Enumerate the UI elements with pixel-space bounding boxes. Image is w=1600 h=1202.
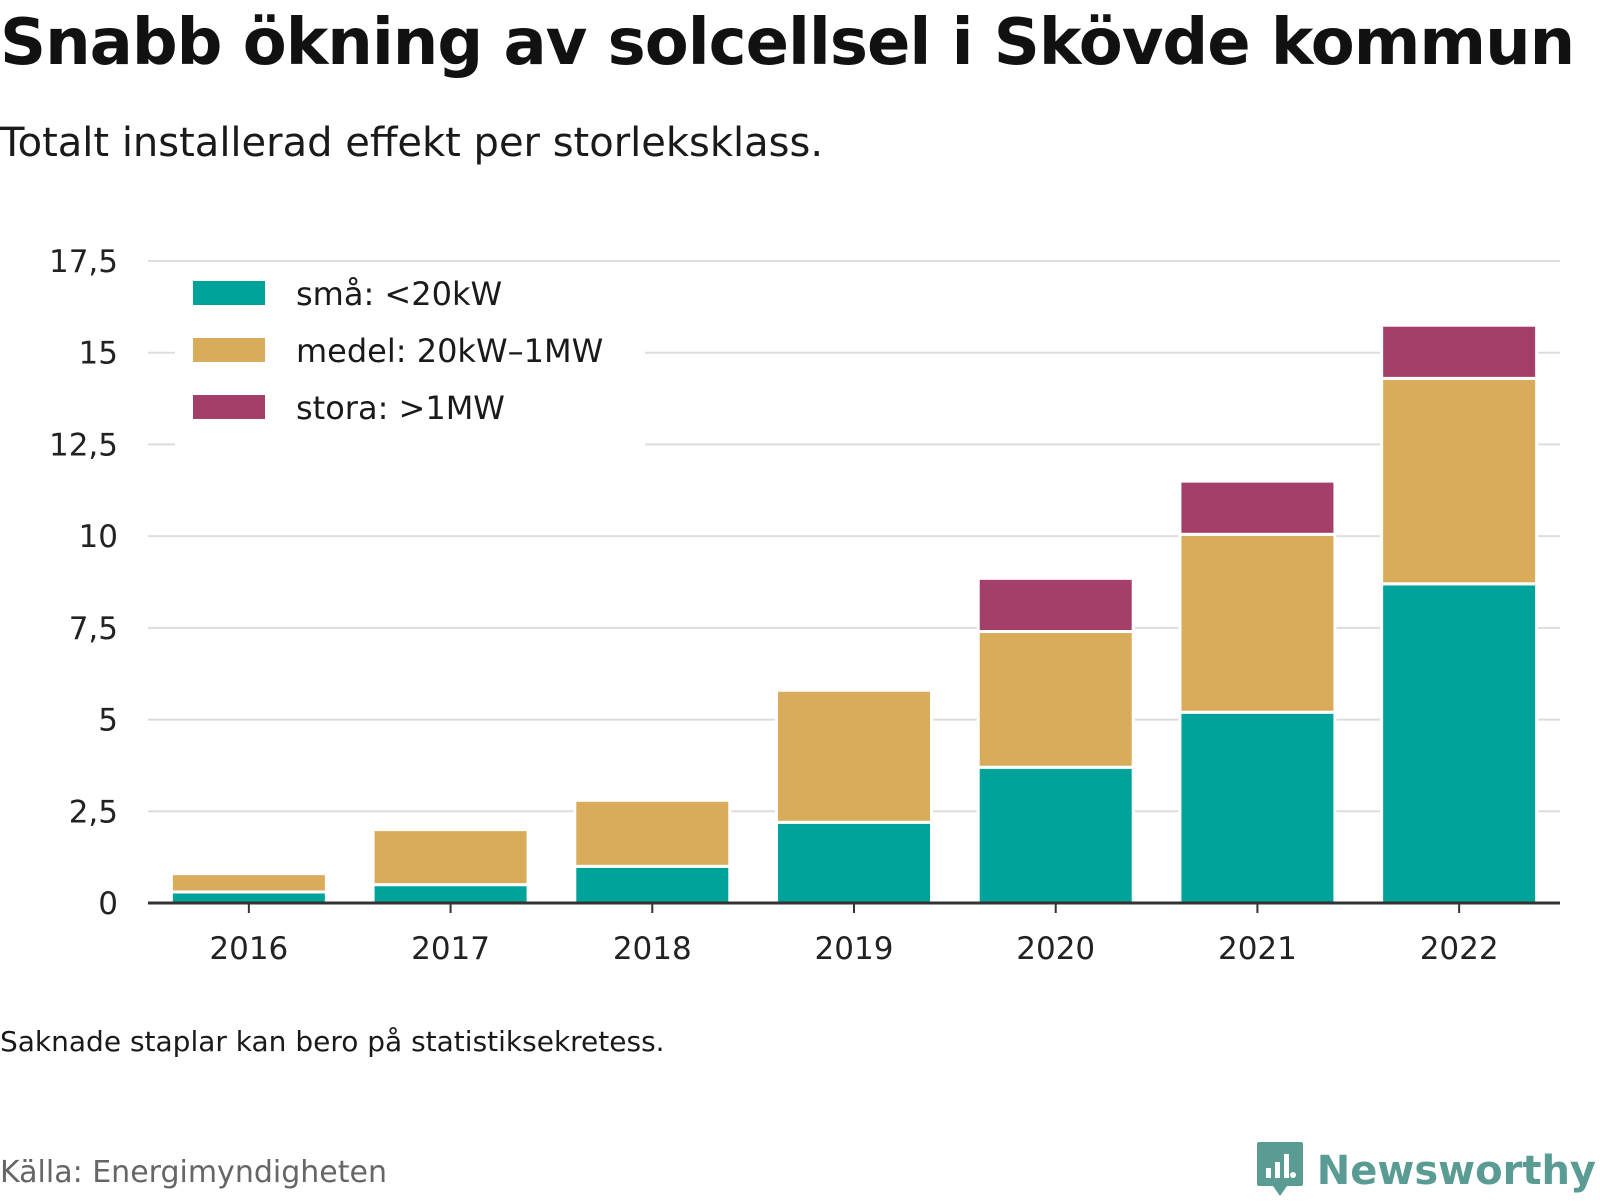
x-tick-label: 2019 xyxy=(815,931,894,967)
bar-segment xyxy=(169,872,328,894)
bar-segment xyxy=(775,688,933,824)
bar-segment xyxy=(1178,532,1337,714)
bars xyxy=(169,323,1539,905)
legend: små: <20kW medel: 20kW–1MW stora: >1MW xyxy=(175,268,645,448)
x-tick-label: 2020 xyxy=(1016,931,1095,967)
bar-segment xyxy=(1178,479,1337,536)
stacked-bar-chart: 0 2,5 5 7,5 10 12,5 15 17,5 2016 2017 2018 2019 202… xyxy=(49,244,1560,967)
legend-swatch xyxy=(193,338,265,362)
x-tick-label: 2018 xyxy=(613,931,692,967)
y-tick-label: 2,5 xyxy=(69,794,118,830)
y-tick-label: 15 xyxy=(79,336,118,372)
y-tick-label: 0 xyxy=(98,886,118,922)
x-axis-tick-labels: 2016 2017 2018 2019 2020 2021 2022 xyxy=(209,931,1498,967)
chart-title: Snabb ökning av solcellsel i Skövde komm… xyxy=(0,6,1575,80)
newsworthy-logo-icon xyxy=(1255,1140,1305,1202)
y-tick-label: 17,5 xyxy=(49,244,118,280)
y-tick-label: 12,5 xyxy=(49,427,118,463)
chart-subtitle: Totalt installerad effekt per storlekskl… xyxy=(0,120,824,166)
x-tick-label: 2022 xyxy=(1420,931,1499,967)
x-tick-label: 2021 xyxy=(1218,931,1297,967)
bar-segment xyxy=(169,890,328,905)
brand-logo: Newsworthy xyxy=(1255,1140,1596,1202)
y-axis-tick-labels: 0 2,5 5 7,5 10 12,5 15 17,5 xyxy=(49,244,118,922)
y-tick-label: 7,5 xyxy=(69,611,118,647)
bar-segment xyxy=(371,883,530,905)
x-tick-label: 2016 xyxy=(209,931,288,967)
legend-swatch xyxy=(193,281,265,305)
bar-segment xyxy=(976,576,1135,634)
bar-segment xyxy=(976,630,1135,769)
bar-segment xyxy=(371,828,530,887)
y-tick-label: 5 xyxy=(98,703,118,739)
brand-name: Newsworthy xyxy=(1316,1148,1596,1194)
legend-label: medel: 20kW–1MW xyxy=(296,332,603,370)
bar-segment xyxy=(1380,376,1539,586)
legend-swatch xyxy=(193,395,265,419)
y-tick-label: 10 xyxy=(79,519,118,555)
legend-label: små: <20kW xyxy=(296,275,502,313)
bar-segment xyxy=(1380,323,1539,380)
footnote: Saknade staplar kan bero på statistiksek… xyxy=(0,1025,665,1058)
bar-segment xyxy=(976,765,1135,905)
bar-segment xyxy=(1380,582,1539,905)
x-axis xyxy=(148,901,1560,913)
legend-label: stora: >1MW xyxy=(296,389,505,427)
bar-segment xyxy=(1178,710,1337,905)
bar-segment xyxy=(573,798,732,868)
x-tick-label: 2017 xyxy=(411,931,490,967)
bar-segment xyxy=(775,820,933,905)
source-credit: Källa: Energimyndigheten xyxy=(0,1155,387,1190)
bar-segment xyxy=(573,864,732,905)
